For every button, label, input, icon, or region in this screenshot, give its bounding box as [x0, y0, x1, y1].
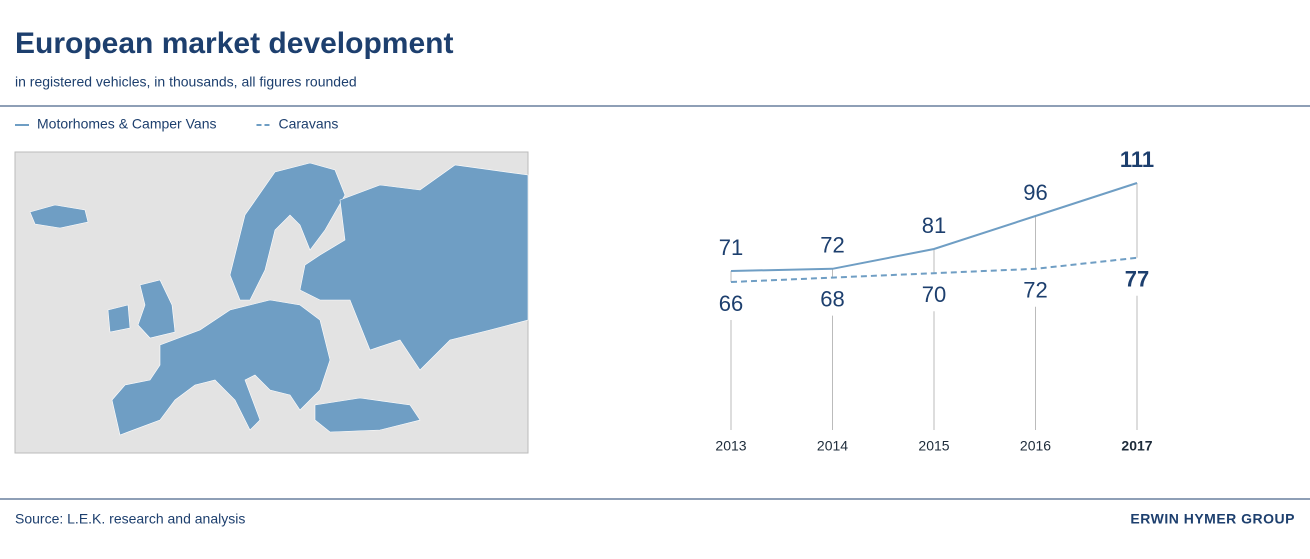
value-label: 68: [820, 286, 844, 311]
legend-label: Caravans: [278, 116, 338, 132]
x-tick-label: 2013: [715, 438, 746, 454]
series-line: [730, 182, 1138, 272]
map-country: [314, 397, 421, 433]
plot: 2013 2014 2015 2016 2017 71 72 81 96 111 66 68 70 72 7…: [715, 147, 1154, 454]
map-country: [229, 162, 346, 301]
map-country: [299, 164, 529, 371]
legend-label: Motorhomes & Camper Vans: [37, 116, 216, 132]
x-tick-label: 2014: [817, 438, 848, 454]
x-tick-label: 2016: [1020, 438, 1051, 454]
value-label: 77: [1125, 267, 1149, 292]
source: Source: L.E.K. research and analysis: [15, 511, 245, 527]
value-label: 66: [719, 291, 743, 316]
value-label: 72: [820, 233, 844, 258]
value-label: 70: [922, 282, 946, 307]
series-line: [730, 256, 1138, 283]
map-country: [111, 299, 331, 436]
map-country: [107, 279, 176, 339]
title: European market development: [15, 27, 453, 60]
brand: ERWIN HYMER GROUP: [1130, 511, 1295, 527]
map: [14, 151, 529, 454]
x-tick-label: 2015: [918, 438, 949, 454]
legend: Motorhomes & Camper Vans Caravans: [15, 116, 338, 132]
value-label: 96: [1023, 180, 1047, 205]
value-label: 81: [922, 213, 946, 238]
map-country: [29, 204, 89, 229]
value-label: 71: [719, 235, 743, 260]
value-label: 111: [1120, 147, 1154, 172]
x-tick-label: 2017: [1121, 438, 1152, 454]
value-label: 72: [1023, 278, 1047, 303]
subtitle: in registered vehicles, in thousands, al…: [15, 74, 357, 90]
